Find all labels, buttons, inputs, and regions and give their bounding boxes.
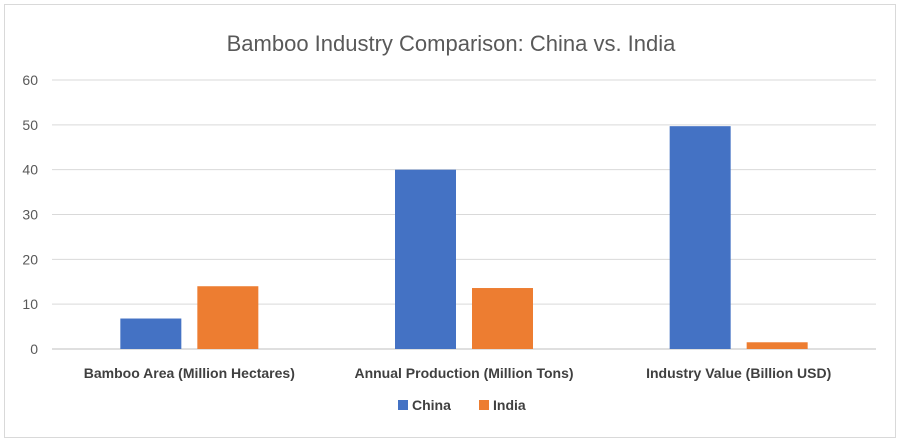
bar-india-1 [472, 288, 533, 349]
y-tick-label: 30 [22, 207, 38, 223]
category-label: Bamboo Area (Million Hectares) [84, 365, 295, 381]
category-label: Annual Production (Million Tons) [354, 365, 573, 381]
gridlines [52, 79, 876, 350]
chart-title: Bamboo Industry Comparison: China vs. In… [227, 31, 677, 56]
y-tick-label: 10 [22, 296, 38, 312]
legend-label-china: China [412, 397, 451, 413]
y-tick-label: 0 [30, 341, 38, 357]
bars [120, 126, 808, 349]
y-tick-label: 20 [22, 251, 38, 267]
legend: China India [398, 397, 526, 413]
bar-india-2 [746, 342, 808, 349]
bar-china-0 [120, 318, 182, 349]
category-labels: Bamboo Area (Million Hectares) Annual Pro… [84, 365, 831, 381]
legend-swatch-china [398, 400, 408, 410]
bar-china-2 [669, 126, 731, 349]
legend-label-india: India [493, 397, 526, 413]
y-tick-label: 50 [22, 117, 38, 133]
category-label: Industry Value (Billion USD) [646, 365, 831, 381]
y-tick-label: 60 [22, 72, 38, 88]
y-tick-label: 40 [22, 162, 38, 178]
y-axis-ticks: 0 10 20 30 40 50 60 [22, 72, 38, 357]
legend-swatch-india [479, 400, 489, 410]
bar-china-1 [395, 169, 456, 349]
bar-india-0 [197, 286, 259, 349]
